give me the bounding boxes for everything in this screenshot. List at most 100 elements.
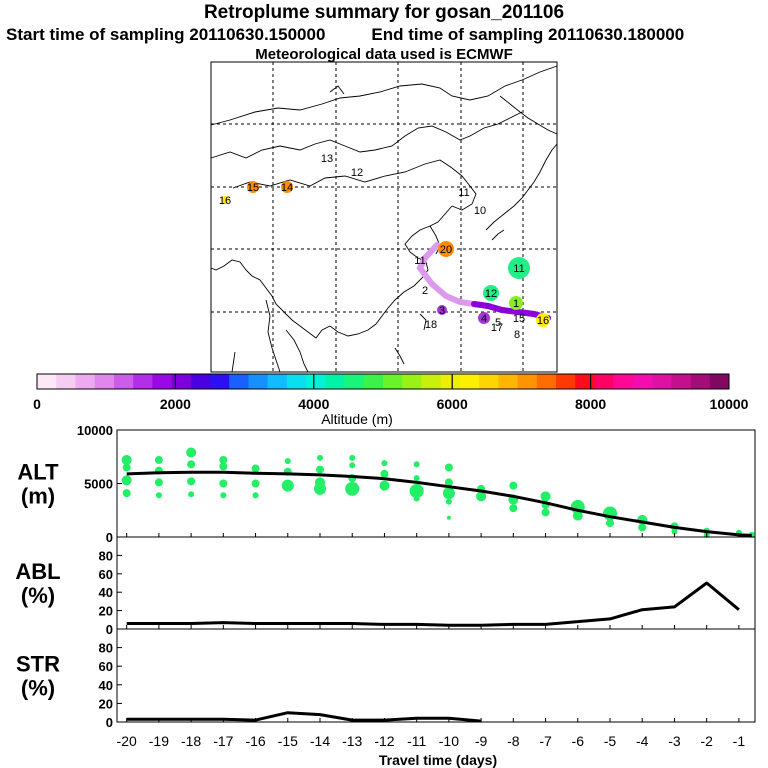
x-tick-label: -1 (733, 733, 746, 749)
data-point (121, 454, 132, 465)
panel-frame (116, 536, 756, 630)
x-tick-label: -12 (374, 733, 394, 749)
map-label: 17 (491, 322, 503, 334)
colorbar-swatch (37, 374, 57, 389)
colorbar-swatch (632, 374, 653, 389)
colorbar-frame (36, 373, 730, 390)
x-axis-title: Travel time (days) (379, 752, 497, 768)
colorbar-swatch (517, 374, 538, 389)
data-point (186, 447, 197, 458)
data-point (446, 515, 451, 520)
map-marker (536, 313, 550, 327)
map-marker (281, 181, 293, 193)
colorbar-ticks: 0 2000 4000 6000 8000 10000 (33, 374, 749, 412)
data-point (413, 475, 420, 482)
colorbar-swatch (402, 374, 422, 389)
colorbar-swatch (594, 374, 614, 389)
y-axis-label: ALT (17, 460, 59, 485)
x-tick-label: -2 (700, 733, 713, 749)
map-label: 8 (514, 329, 520, 341)
colorbar-tick-label: 10000 (710, 396, 749, 412)
panel-frame (116, 628, 756, 723)
colorbar-swatch (363, 374, 384, 389)
x-tick-label: -19 (149, 733, 169, 749)
data-point (409, 483, 424, 498)
colorbar-swatch (421, 374, 441, 389)
trajectory-path-high (471, 301, 551, 321)
colorbar-tick-label: 0 (33, 396, 41, 412)
data-point (251, 479, 260, 488)
data-point (122, 463, 131, 472)
data-point (154, 478, 163, 487)
data-point (541, 508, 550, 517)
data-point (476, 491, 487, 502)
data-point (540, 491, 551, 502)
map-marker (509, 296, 523, 310)
data-point (188, 491, 195, 498)
colorbar-swatch (536, 374, 557, 389)
data-point (345, 481, 360, 496)
y-tick-label: 60 (99, 567, 113, 582)
map-markers (221, 181, 550, 327)
data-point (572, 510, 583, 521)
data-point (154, 455, 163, 464)
x-tick-label: -15 (278, 733, 298, 749)
y-tick-label: 20 (99, 604, 113, 619)
map-label: 10 (474, 205, 486, 217)
y-tick-label: 40 (99, 678, 113, 693)
map-label: 15 (247, 182, 259, 194)
x-tick-label: -9 (475, 733, 488, 749)
colorbar-swatch (306, 374, 326, 389)
colorbar-swatch (671, 374, 691, 389)
data-point (122, 489, 131, 498)
x-tick-label: -17 (213, 733, 233, 749)
data-point (381, 460, 388, 467)
y-tick-label: 80 (99, 641, 113, 656)
y-tick-label: 0 (106, 530, 113, 545)
colorbar-swatch (75, 374, 95, 389)
colorbar-tick-label: 6000 (437, 396, 468, 412)
altitude-colorbar (36, 373, 730, 390)
x-tick-label: -18 (181, 733, 201, 749)
map-marker (508, 257, 530, 279)
map-label: 13 (321, 153, 333, 165)
map-marker (221, 196, 229, 204)
time-series-panels: 0500010000ALT(m)020406080ABL(%)020406080… (15, 423, 756, 749)
data-point (219, 462, 228, 471)
colorbar-tick-label: 4000 (298, 396, 329, 412)
x-tick-label: -5 (604, 733, 617, 749)
data-point (251, 464, 260, 473)
map-marker (437, 305, 447, 315)
y-axis-label: STR (16, 652, 60, 677)
colorbar-swatch (248, 374, 268, 389)
y-tick-label: 10000 (77, 423, 113, 438)
data-point (317, 454, 323, 461)
data-point (187, 477, 196, 486)
x-tick-label: -7 (539, 733, 552, 749)
data-point (349, 454, 356, 461)
x-tick-label: -10 (439, 733, 459, 749)
colorbar-swatch (344, 374, 365, 389)
map-label: 11 (414, 255, 425, 267)
data-point (379, 480, 390, 491)
data-point (444, 478, 453, 487)
colorbar-swatch (171, 374, 192, 389)
colorbar-swatch (286, 374, 307, 389)
x-tick-label: -6 (572, 733, 585, 749)
map-label: 12 (351, 167, 363, 179)
data-point (281, 479, 294, 492)
y-tick-label: 20 (99, 696, 113, 711)
data-point (121, 475, 132, 486)
map-marker (438, 241, 454, 257)
y-axis-label: (%) (21, 583, 55, 608)
series-line (126, 470, 752, 537)
trajectory-map: 13 12 15 14 16 11 10 20 11 12 1 16 17 18 15 4 32 8 5 11 (210, 61, 558, 373)
data-point (155, 492, 162, 499)
map-label: 14 (281, 182, 293, 194)
y-tick-label: 60 (99, 659, 113, 674)
sampling-times: Start time of sampling 20110630.150000 En… (6, 25, 684, 45)
map-label: 12 (485, 288, 497, 300)
data-point (509, 504, 518, 513)
data-point (444, 463, 453, 472)
map-label: 1 (513, 298, 519, 310)
